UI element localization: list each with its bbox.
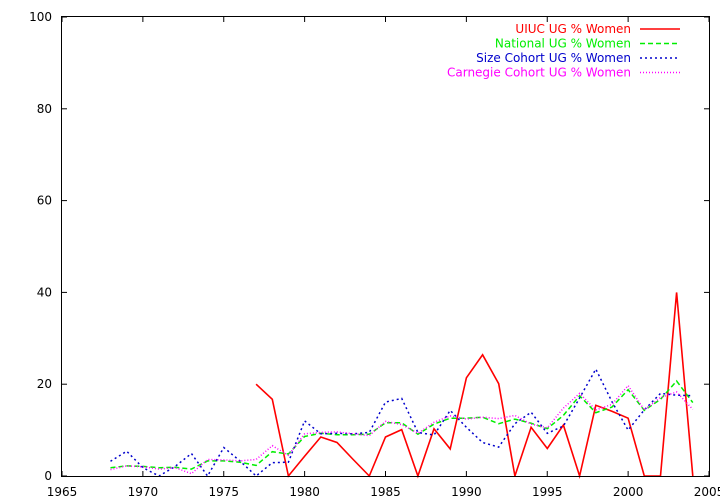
series-layer	[110, 292, 694, 480]
x-tick-label: 1980	[289, 485, 320, 499]
x-tick-label: 1965	[47, 485, 78, 499]
legend-label-2: Size Cohort UG % Women	[476, 51, 631, 65]
series-line-3	[110, 384, 694, 475]
x-tick-label: 1970	[128, 485, 159, 499]
series-line-2	[110, 367, 693, 478]
legend-label-1: National UG % Women	[495, 37, 631, 51]
y-tick-label: 20	[37, 377, 52, 391]
y-tick-label: 0	[44, 469, 52, 483]
y-tick-label: 40	[37, 285, 52, 299]
ticks-layer: 1965 1970 1975 1980 1985 1990 1995 2000 2005 0 20 4…	[29, 10, 720, 499]
x-tick-label: 1995	[532, 485, 563, 499]
plot-frame	[61, 16, 710, 477]
y-tick-label: 80	[37, 102, 52, 116]
y-tick-label: 100	[29, 10, 52, 24]
legend-label-3: Carnegie Cohort UG % Women	[447, 66, 631, 80]
x-tick-label: 2005	[694, 485, 720, 499]
x-tick-label: 1975	[208, 485, 239, 499]
x-tick-label: 1990	[451, 485, 482, 499]
series-line-1	[110, 379, 694, 470]
legend-label-0: UIUC UG % Women	[515, 22, 631, 36]
x-tick-label: 1985	[370, 485, 401, 499]
x-tick-label: 2000	[613, 485, 644, 499]
y-tick-label: 60	[37, 194, 52, 208]
